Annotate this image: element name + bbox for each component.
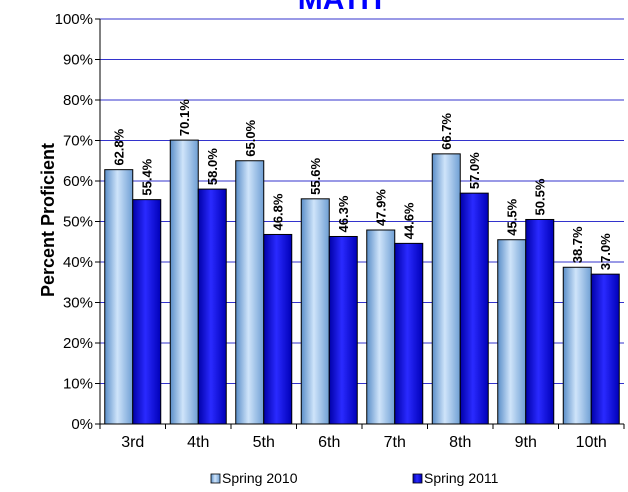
y-tick-label: 70% xyxy=(63,133,93,150)
legend-label-spring-2010: Spring 2010 xyxy=(222,470,298,486)
data-label: 55.4% xyxy=(140,158,155,195)
data-label: 47.9% xyxy=(374,189,389,226)
y-tick-label: 0% xyxy=(71,416,93,433)
y-tick-label: 90% xyxy=(63,52,93,69)
bar-spring-2010-5th xyxy=(235,160,265,425)
bar-spring-2011-8th xyxy=(459,192,489,425)
y-axis-label: Percent Proficient xyxy=(38,143,58,297)
y-tick-label: 20% xyxy=(63,335,93,352)
bar-spring-2011-6th xyxy=(328,235,358,425)
data-label: 37.0% xyxy=(598,233,613,270)
y-tick-label: 30% xyxy=(63,295,93,312)
legend-label-spring-2011: Spring 2011 xyxy=(424,470,499,486)
data-label: 44.6% xyxy=(402,202,417,239)
x-tick-label: 5th xyxy=(253,434,275,451)
x-tick-label: 3rd xyxy=(121,434,144,451)
bar-spring-2011-9th xyxy=(525,218,555,425)
bar-spring-2010-9th xyxy=(497,239,527,425)
bar-spring-2011-10th xyxy=(590,273,620,425)
data-label: 46.8% xyxy=(271,193,286,230)
y-tick-label: 100% xyxy=(55,11,93,28)
y-tick-label: 10% xyxy=(63,376,93,393)
data-label: 45.5% xyxy=(505,198,520,235)
x-tick-label: 6th xyxy=(318,434,340,451)
x-tick-label: 7th xyxy=(384,434,406,451)
bar-spring-2011-7th xyxy=(394,242,424,425)
data-label: 70.1% xyxy=(177,99,192,136)
x-tick-label: 10th xyxy=(576,434,607,451)
x-tick-label: 9th xyxy=(515,434,537,451)
legend-swatch-spring-2010 xyxy=(210,473,221,484)
y-tick-label: 50% xyxy=(63,214,93,231)
bar-spring-2010-8th xyxy=(431,153,461,425)
y-tick-label: 40% xyxy=(63,254,93,271)
data-label: 50.5% xyxy=(533,178,548,215)
legend-item-spring-2011: Spring 2011 xyxy=(412,470,499,486)
y-axis-ticks: 0% 10% 20% 30% 40% 50% 60% 70% 80% 90% 100% xyxy=(55,11,100,433)
bar-spring-2010-10th xyxy=(562,266,592,425)
data-label: 46.3% xyxy=(336,195,351,232)
data-labels: 62.8% 55.4% 70.1% 58.0% 65.0% 46.8% 55.6% 46.3%… xyxy=(112,99,614,270)
data-label: 38.7% xyxy=(570,226,585,263)
y-tick-label: 80% xyxy=(63,92,93,109)
x-tick-label: 4th xyxy=(187,434,209,451)
data-label: 65.0% xyxy=(243,119,258,156)
x-axis-ticks: 3rd 4th 5th 6th 7th 8th 9th 10th xyxy=(99,424,625,451)
bar-spring-2010-6th xyxy=(300,198,330,425)
y-tick-label: 60% xyxy=(63,173,93,190)
x-tick-label: 8th xyxy=(449,434,471,451)
bar-spring-2010-7th xyxy=(366,229,396,425)
data-label: 55.6% xyxy=(308,158,323,195)
legend-swatch-spring-2011 xyxy=(412,473,423,484)
data-label: 58.0% xyxy=(205,148,220,185)
chart-title: MATH xyxy=(298,0,382,16)
data-label: 66.7% xyxy=(439,113,454,150)
bar-spring-2011-4th xyxy=(197,188,227,425)
data-label: 62.8% xyxy=(112,128,127,165)
data-label: 57.0% xyxy=(467,152,482,189)
bar-spring-2010-4th xyxy=(169,139,199,425)
legend: Spring 2010 Spring 2011 xyxy=(210,470,499,486)
bars xyxy=(104,139,620,425)
bar-spring-2011-5th xyxy=(263,233,293,425)
bar-spring-2011-3rd xyxy=(132,199,162,425)
bar-spring-2010-3rd xyxy=(104,169,134,425)
legend-item-spring-2010: Spring 2010 xyxy=(210,470,298,486)
